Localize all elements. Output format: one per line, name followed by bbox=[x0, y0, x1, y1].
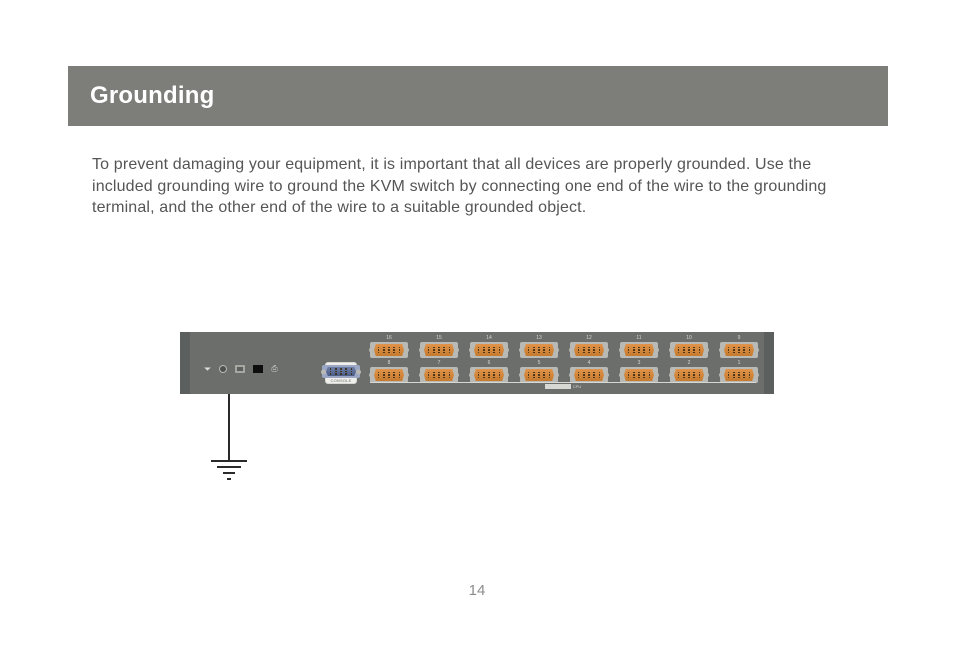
vga-port bbox=[620, 367, 658, 383]
port-number-label: 8 bbox=[388, 361, 391, 366]
vga-port bbox=[720, 367, 758, 383]
ground-symbol-icon bbox=[209, 452, 249, 482]
power-jack-icon bbox=[253, 365, 263, 373]
port-column: 14 6 bbox=[470, 336, 508, 388]
cpu-badge: CPU bbox=[543, 384, 583, 389]
page: Grounding To prevent damaging your equip… bbox=[0, 0, 954, 665]
ground-terminal-icon bbox=[219, 365, 227, 373]
body-paragraph: To prevent damaging your equipment, it i… bbox=[92, 154, 852, 219]
vga-port bbox=[670, 367, 708, 383]
vga-port bbox=[520, 367, 558, 383]
port-column: 91 bbox=[720, 336, 758, 388]
console-vga-port bbox=[322, 365, 360, 378]
usb-port-icon bbox=[235, 365, 245, 373]
vga-port bbox=[420, 367, 458, 383]
port-number-label: 14 bbox=[486, 336, 492, 341]
vga-port bbox=[470, 342, 508, 358]
kvm-switch-rear: ⏷ ⎙ CONSOLE 16815714613512411310291 CPU bbox=[180, 332, 774, 394]
ground-arrow-icon: ⏷ bbox=[204, 365, 211, 374]
vga-port bbox=[720, 342, 758, 358]
port-number-label: 13 bbox=[536, 336, 542, 341]
port-number-label: 6 bbox=[488, 361, 491, 366]
vga-port bbox=[670, 342, 708, 358]
section-header: Grounding bbox=[68, 66, 888, 126]
port-number-label: 4 bbox=[588, 361, 591, 366]
port-column: 11 3 bbox=[620, 336, 658, 388]
port-column: 13 5 bbox=[520, 336, 558, 388]
port-number-label: 16 bbox=[386, 336, 392, 341]
port-column: 12 4 bbox=[570, 336, 608, 388]
console-port: CONSOLE bbox=[325, 362, 357, 384]
port-column: 15 7 bbox=[420, 336, 458, 388]
page-number: 14 bbox=[0, 582, 954, 599]
vga-port bbox=[520, 342, 558, 358]
left-io-cluster: ⏷ ⎙ bbox=[204, 364, 278, 374]
port-column: 10 2 bbox=[670, 336, 708, 388]
warning-label-icon bbox=[545, 384, 571, 389]
port-number-label: 11 bbox=[636, 336, 641, 341]
grounding-wire bbox=[228, 394, 230, 454]
port-number-label: 15 bbox=[436, 336, 442, 341]
vga-port bbox=[420, 342, 458, 358]
cpu-label-strip: CPU bbox=[370, 382, 756, 390]
port-number-label: 9 bbox=[738, 336, 741, 341]
vga-port bbox=[370, 367, 408, 383]
vga-port bbox=[370, 342, 408, 358]
port-number-label: 12 bbox=[586, 336, 592, 341]
cpu-port-grid: 16815714613512411310291 bbox=[370, 336, 756, 388]
port-number-label: 1 bbox=[738, 361, 741, 366]
port-number-label: 3 bbox=[638, 361, 641, 366]
port-number-label: 5 bbox=[538, 361, 541, 366]
port-number-label: 7 bbox=[438, 361, 441, 366]
vga-port bbox=[570, 342, 608, 358]
port-number-label: 10 bbox=[686, 336, 692, 341]
rack-ear-left bbox=[180, 332, 190, 394]
cpu-label: CPU bbox=[573, 384, 581, 389]
vga-port bbox=[620, 342, 658, 358]
section-title: Grounding bbox=[90, 82, 214, 110]
rack-ear-right bbox=[764, 332, 774, 394]
console-label: CONSOLE bbox=[331, 378, 352, 383]
vga-port bbox=[570, 367, 608, 383]
usb-symbol-icon: ⎙ bbox=[271, 364, 277, 374]
port-number-label: 2 bbox=[688, 361, 691, 366]
device-figure: ⏷ ⎙ CONSOLE 16815714613512411310291 CPU bbox=[180, 332, 774, 394]
vga-port bbox=[470, 367, 508, 383]
port-column: 16 8 bbox=[370, 336, 408, 388]
